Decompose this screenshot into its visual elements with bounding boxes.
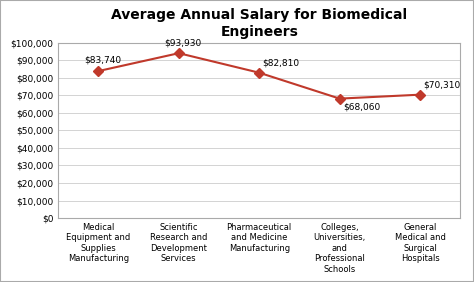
Text: $93,930: $93,930 — [164, 39, 201, 48]
Text: $70,310: $70,310 — [423, 80, 461, 89]
Title: Average Annual Salary for Biomedical
Engineers: Average Annual Salary for Biomedical Eng… — [111, 8, 407, 39]
Text: $83,740: $83,740 — [84, 56, 121, 65]
Text: $82,810: $82,810 — [263, 58, 300, 67]
Text: $68,060: $68,060 — [343, 103, 380, 112]
